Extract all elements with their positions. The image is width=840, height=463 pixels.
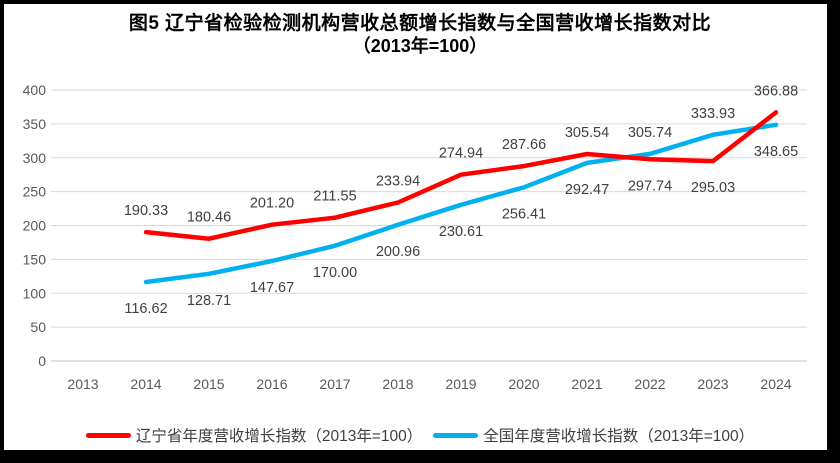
legend: 辽宁省年度营收增长指数（2013年=100） 全国年度营收增长指数（2013年=… [0, 424, 840, 446]
legend-label-national: 全国年度营收增长指数（2013年=100） [483, 428, 755, 445]
data-label-national: 170.00 [313, 265, 357, 281]
data-label-national: 305.74 [628, 125, 672, 141]
data-label-liaoning: 305.54 [565, 125, 609, 141]
x-tick-label: 2021 [571, 376, 602, 392]
liaoning-line-marker-icon [85, 432, 131, 438]
y-tick-label: 400 [23, 82, 47, 98]
x-tick-label: 2020 [508, 376, 539, 392]
x-tick-label: 2017 [319, 376, 350, 392]
data-label-national: 200.96 [376, 244, 420, 260]
legend-item-national: 全国年度营收增长指数（2013年=100） [433, 424, 754, 446]
series-line-national [143, 122, 779, 285]
y-tick-label: 200 [23, 218, 47, 234]
y-tick-label: 100 [23, 285, 47, 301]
data-label-national: 128.71 [187, 293, 231, 309]
y-tick-label: 150 [23, 251, 47, 267]
y-tick-label: 250 [23, 184, 47, 200]
data-label-liaoning: 211.55 [313, 189, 356, 205]
y-tick-label: 300 [23, 150, 47, 166]
data-label-liaoning: 190.33 [124, 203, 168, 219]
data-label-national: 348.65 [754, 144, 798, 160]
legend-item-liaoning: 辽宁省年度营收增长指数（2013年=100） [85, 424, 423, 446]
y-tick-label: 50 [30, 319, 46, 335]
x-tick-label: 2014 [130, 376, 161, 392]
x-tick-label: 2016 [256, 376, 287, 392]
data-label-liaoning: 295.03 [691, 180, 735, 196]
x-tick-label: 2015 [193, 376, 224, 392]
national-line-marker-icon [433, 432, 479, 438]
data-label-liaoning: 201.20 [250, 196, 294, 212]
x-tick-label: 2018 [382, 376, 413, 392]
data-label-national: 230.61 [439, 224, 483, 240]
data-label-liaoning: 366.88 [754, 83, 798, 99]
data-label-liaoning: 287.66 [502, 137, 546, 153]
data-label-liaoning: 297.74 [628, 178, 672, 194]
chart-title-line2: （2013年=100） [352, 36, 488, 56]
x-tick-label: 2019 [445, 376, 476, 392]
data-label-national: 256.41 [502, 206, 546, 222]
legend-label-liaoning: 辽宁省年度营收增长指数（2013年=100） [135, 428, 423, 445]
x-tick-label: 2023 [697, 376, 728, 392]
data-label-national: 116.62 [124, 301, 167, 317]
data-label-liaoning: 180.46 [187, 210, 231, 226]
data-label-national: 147.67 [250, 280, 294, 296]
x-tick-label: 2022 [634, 376, 665, 392]
data-label-national: 333.93 [691, 106, 735, 122]
x-tick-label: 2024 [760, 376, 791, 392]
data-label-liaoning: 274.94 [439, 146, 483, 162]
data-label-liaoning: 233.94 [376, 174, 420, 190]
chart-title: 图5 辽宁省检验检测机构营收总额增长指数与全国营收增长指数对比 （2013年=1… [0, 12, 840, 58]
data-label-national: 292.47 [565, 182, 609, 198]
y-tick-label: 350 [23, 116, 47, 132]
chart-title-line1: 图5 辽宁省检验检测机构营收总额增长指数与全国营收增长指数对比 [128, 13, 712, 34]
series-line-liaoning [143, 110, 779, 241]
x-tick-label: 2013 [67, 376, 98, 392]
y-tick-label: 0 [38, 353, 46, 369]
